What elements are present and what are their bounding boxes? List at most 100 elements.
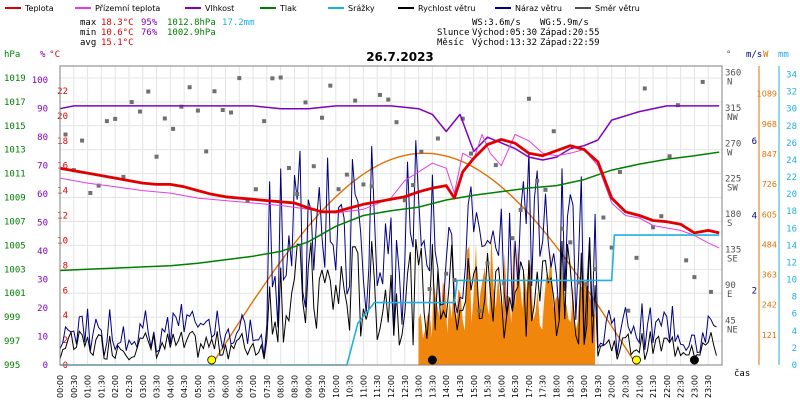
wind-direction-point — [667, 154, 672, 159]
axis-unit-ms: m/s — [746, 50, 762, 60]
tick-hpa: 995 — [4, 361, 20, 371]
x-tick-label: 05:00 — [194, 375, 203, 398]
axis-unit-hpa: hPa — [4, 50, 20, 60]
tick-pct: 10 — [37, 333, 48, 343]
wind-direction-point — [452, 277, 457, 282]
x-tick-label: 12:30 — [401, 375, 410, 398]
wind-direction-point — [427, 286, 432, 291]
legend-label: Teplota — [24, 4, 54, 13]
x-tick-label: 06:30 — [235, 375, 244, 398]
stats-temp: 18.3°C — [101, 18, 134, 28]
x-tick-label: 06:00 — [222, 375, 231, 398]
x-tick-label: 13:00 — [415, 375, 424, 398]
x-tick-label: 14:00 — [442, 375, 451, 398]
axes: hPa% °C 1019 1017 1015 1013 1011 1009 1007 1005 10… — [4, 50, 797, 379]
x-tick-label: 17:00 — [525, 375, 534, 398]
legend-label: Směr větru — [595, 4, 640, 13]
wind-direction-point — [700, 79, 705, 84]
tick-wm: 968 — [762, 120, 777, 129]
tick-wm: 726 — [762, 180, 777, 189]
x-tick-label: 11:00 — [359, 375, 368, 398]
wind-direction-point — [63, 132, 68, 137]
tick-dir: SW — [727, 184, 738, 194]
tick-dir: S — [727, 219, 732, 229]
wind-direction-point — [568, 240, 573, 245]
x-tick-label: 12:00 — [387, 375, 396, 398]
tick-mm: 20 — [786, 190, 797, 200]
wind-direction-point — [311, 164, 316, 169]
sunrise-marker — [207, 355, 217, 365]
solar-radiation — [211, 152, 638, 366]
tick-ms: 6 — [752, 137, 757, 147]
wind-direction-point — [96, 183, 101, 188]
x-tick-label: 20:30 — [621, 375, 630, 398]
wind-direction-point — [543, 187, 548, 192]
legend-label: Náraz větru — [515, 4, 562, 13]
x-tick-label: 00:30 — [70, 375, 79, 398]
wind-direction-point — [601, 215, 606, 220]
wind-direction-point — [245, 198, 250, 203]
wind-direction-point — [593, 267, 598, 272]
x-tick-label: 15:30 — [484, 375, 493, 398]
wind-direction-point — [651, 225, 656, 230]
tick-degc: 0 — [63, 361, 68, 371]
legend-label: Rychlost větru — [418, 4, 475, 13]
x-tick-label: 15:00 — [470, 375, 479, 398]
x-tick-label: 04:00 — [166, 375, 175, 398]
moonset-marker — [689, 355, 699, 365]
tick-mm: 24 — [786, 156, 797, 166]
wind-gust-info: WG:5.9m/s — [540, 18, 589, 28]
x-tick-label: 19:00 — [580, 375, 589, 398]
tick-dir: W — [727, 148, 733, 158]
sunset: Západ:20:55 — [540, 28, 600, 38]
tick-mm: 32 — [786, 88, 797, 98]
wind-direction — [63, 75, 713, 313]
moonrise-marker — [427, 355, 437, 365]
wind-direction-point — [576, 280, 581, 285]
tick-mm: 18 — [786, 207, 797, 217]
stats-pressure: 1002.9hPa — [167, 28, 216, 38]
tick-degc: 14 — [57, 187, 68, 197]
stats-block: max 18.3°C 95% 1012.8hPa 17.2mm min 10.6°C 76% 1… — [80, 18, 600, 48]
wind-gust-line — [59, 140, 717, 358]
x-axis-ticks: 00:00 00:30 01:00 01:30 02:00 02:30 03:00 03:30… — [56, 375, 713, 398]
axis-unit-degc: °C — [49, 50, 60, 60]
wind-direction-point — [560, 226, 565, 231]
tick-dir: NW — [727, 113, 738, 123]
tick-degc: 22 — [57, 87, 68, 97]
tick-degc: 16 — [57, 162, 68, 172]
x-tick-label: 01:00 — [84, 375, 93, 398]
tick-pct: 40 — [37, 247, 48, 257]
wind-direction-point — [336, 187, 341, 192]
stats-label: avg — [80, 38, 96, 48]
legend-label: Přízemní teplota — [95, 4, 160, 13]
legend-label: Vlhkost — [205, 4, 234, 13]
wind-direction-point — [692, 275, 697, 280]
wind-direction-point — [295, 192, 300, 197]
tick-pct: 30 — [37, 276, 48, 286]
tick-pct: 100 — [32, 76, 48, 86]
tick-wm: 484 — [762, 240, 777, 249]
wind-direction-point — [328, 83, 333, 88]
x-tick-label: 10:30 — [346, 375, 355, 398]
tick-pct: 50 — [37, 219, 48, 229]
tick-degc: 18 — [57, 137, 68, 147]
x-tick-label: 14:30 — [456, 375, 465, 398]
wind-direction-point — [270, 76, 275, 81]
wind-direction-point — [195, 108, 200, 113]
sun-label: Slunce — [437, 28, 470, 38]
tick-deg: 45 — [725, 316, 736, 326]
x-tick-label: 21:00 — [635, 375, 644, 398]
tick-wm: 363 — [762, 271, 777, 280]
x-tick-label: 22:30 — [677, 375, 686, 398]
stats-temp: 10.6°C — [101, 28, 134, 38]
x-tick-label: 16:00 — [497, 375, 506, 398]
tick-degc: 20 — [57, 112, 68, 122]
tick-mm: 6 — [792, 310, 797, 320]
stats-label: min — [80, 28, 96, 38]
wind-direction-point — [286, 166, 291, 171]
tick-degc: 10 — [57, 236, 68, 246]
axis-unit-wm: W — [763, 50, 769, 60]
